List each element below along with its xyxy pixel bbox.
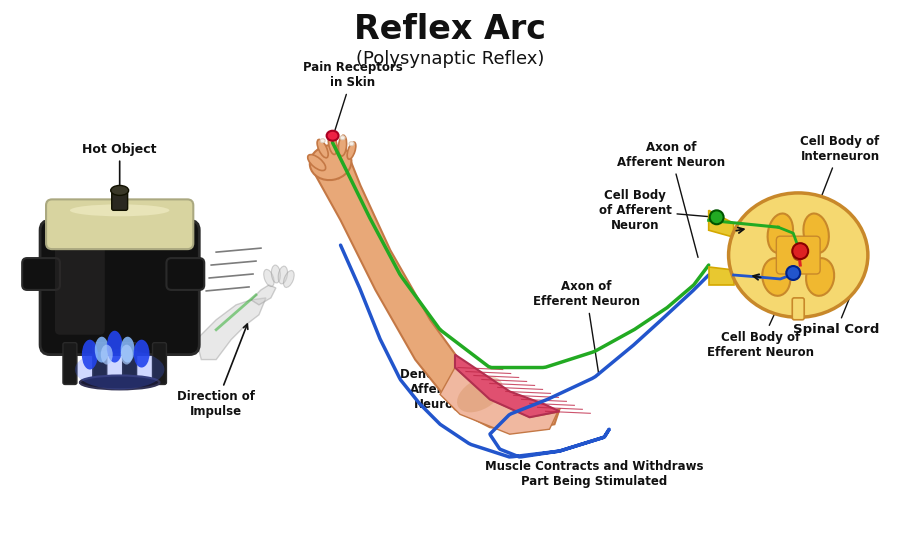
Text: Muscle Contracts and Withdraws
Part Being Stimulated: Muscle Contracts and Withdraws Part Bein… [485,460,704,488]
FancyBboxPatch shape [55,240,104,335]
Polygon shape [455,355,560,417]
Polygon shape [196,298,266,360]
Text: Dendrite of
Afferent
Neuron: Dendrite of Afferent Neuron [400,338,476,411]
Text: Hot Object: Hot Object [83,142,157,195]
Ellipse shape [82,340,98,370]
Text: Reflex Arc: Reflex Arc [354,13,546,46]
Ellipse shape [340,136,345,140]
Ellipse shape [729,193,868,317]
Ellipse shape [310,145,351,180]
Polygon shape [310,151,560,431]
Ellipse shape [308,155,326,170]
Text: (Polysynaptic Reflex): (Polysynaptic Reflex) [356,50,544,68]
Ellipse shape [80,376,159,389]
Text: Axon of
Efferent Neuron: Axon of Efferent Neuron [533,280,640,375]
Circle shape [710,210,724,224]
FancyBboxPatch shape [152,343,166,384]
Ellipse shape [317,140,328,158]
Ellipse shape [101,345,112,365]
Circle shape [787,266,800,280]
FancyBboxPatch shape [63,343,76,384]
Ellipse shape [121,345,132,365]
Ellipse shape [75,350,165,389]
FancyBboxPatch shape [166,258,204,290]
Ellipse shape [278,266,287,284]
Ellipse shape [457,376,502,412]
Ellipse shape [272,265,281,283]
Ellipse shape [330,134,335,138]
FancyBboxPatch shape [112,189,128,210]
Text: Axon of
Afferent Neuron: Axon of Afferent Neuron [616,141,724,257]
FancyBboxPatch shape [122,343,137,384]
Ellipse shape [70,205,169,216]
FancyBboxPatch shape [22,258,60,290]
Ellipse shape [327,131,338,141]
Ellipse shape [264,270,274,287]
Polygon shape [310,148,343,179]
Polygon shape [708,210,734,237]
Ellipse shape [121,337,135,362]
FancyBboxPatch shape [46,200,194,249]
Text: Pain Receptors
in Skin: Pain Receptors in Skin [302,61,402,135]
Text: Cell Body of
Efferent Neuron: Cell Body of Efferent Neuron [706,276,814,359]
FancyBboxPatch shape [93,343,107,384]
Ellipse shape [284,271,294,288]
Ellipse shape [107,331,122,362]
Text: Cell Body of
Interneuron: Cell Body of Interneuron [800,135,879,249]
Ellipse shape [762,258,790,296]
Ellipse shape [349,142,354,146]
FancyBboxPatch shape [40,221,199,355]
Ellipse shape [111,185,129,195]
Text: Cell Body
of Afferent
Neuron: Cell Body of Afferent Neuron [598,189,714,232]
Ellipse shape [768,213,793,253]
Ellipse shape [804,213,829,253]
Circle shape [792,243,808,259]
FancyBboxPatch shape [777,236,820,274]
Ellipse shape [133,340,149,367]
Ellipse shape [793,250,803,260]
Ellipse shape [94,337,109,362]
Text: Spinal Cord: Spinal Cord [794,268,880,336]
Polygon shape [708,267,734,285]
Text: Direction of
Impulse: Direction of Impulse [177,324,256,419]
Ellipse shape [328,133,337,155]
Ellipse shape [806,258,834,296]
Polygon shape [440,367,557,434]
Ellipse shape [320,139,325,142]
FancyBboxPatch shape [792,298,805,320]
Polygon shape [251,285,276,305]
Ellipse shape [338,135,346,156]
Ellipse shape [347,142,356,159]
